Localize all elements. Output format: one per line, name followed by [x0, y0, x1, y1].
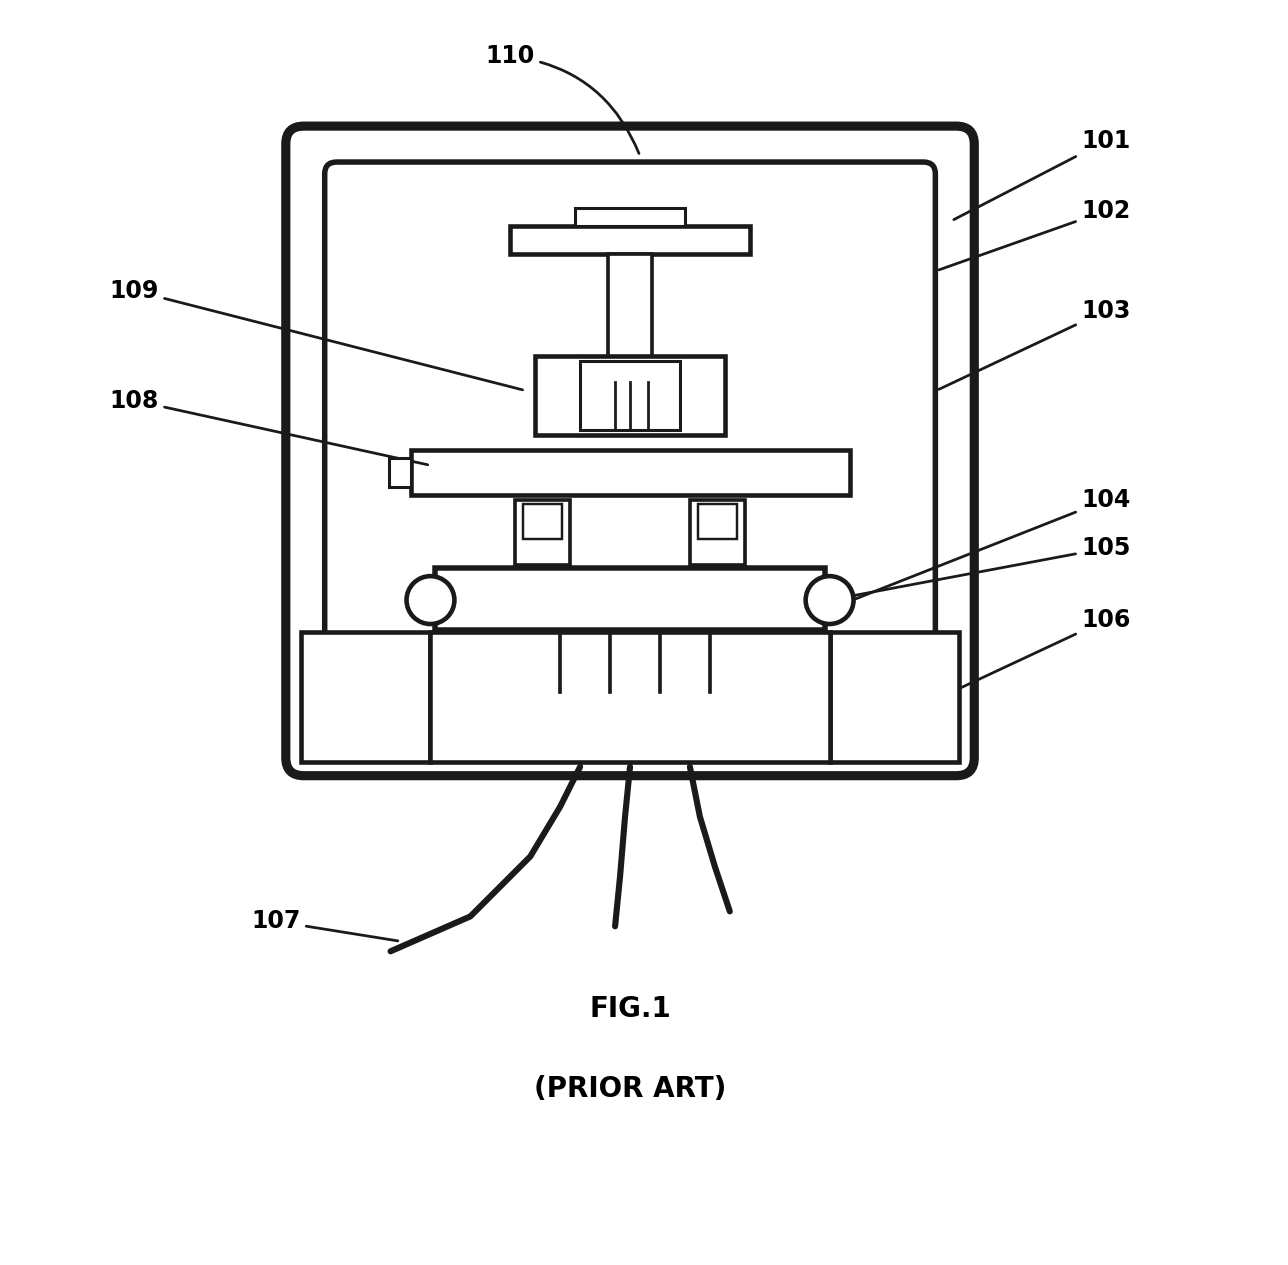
Bar: [389, 458, 411, 487]
Circle shape: [806, 576, 854, 624]
Text: 108: 108: [109, 388, 428, 464]
Text: 102: 102: [939, 199, 1131, 269]
Bar: [608, 254, 652, 361]
Text: (PRIOR ART): (PRIOR ART): [533, 1075, 726, 1103]
Text: 105: 105: [832, 536, 1131, 600]
Bar: [430, 632, 829, 762]
Text: 110: 110: [486, 44, 639, 153]
Text: FIG.1: FIG.1: [589, 996, 671, 1023]
Bar: [301, 632, 430, 762]
Bar: [576, 207, 685, 226]
Bar: [523, 503, 562, 539]
Text: 101: 101: [954, 129, 1131, 220]
Text: 104: 104: [855, 488, 1131, 600]
Text: 103: 103: [939, 299, 1131, 390]
Bar: [510, 226, 750, 254]
Bar: [698, 503, 737, 539]
FancyBboxPatch shape: [286, 126, 974, 775]
Text: 107: 107: [251, 910, 398, 941]
Bar: [515, 500, 571, 565]
Bar: [580, 361, 680, 430]
Bar: [536, 355, 725, 435]
Bar: [690, 500, 744, 565]
Text: 106: 106: [958, 608, 1131, 688]
Bar: [435, 568, 824, 630]
Bar: [829, 632, 960, 762]
Bar: [411, 450, 850, 496]
Circle shape: [407, 576, 455, 624]
Text: 109: 109: [109, 278, 523, 390]
